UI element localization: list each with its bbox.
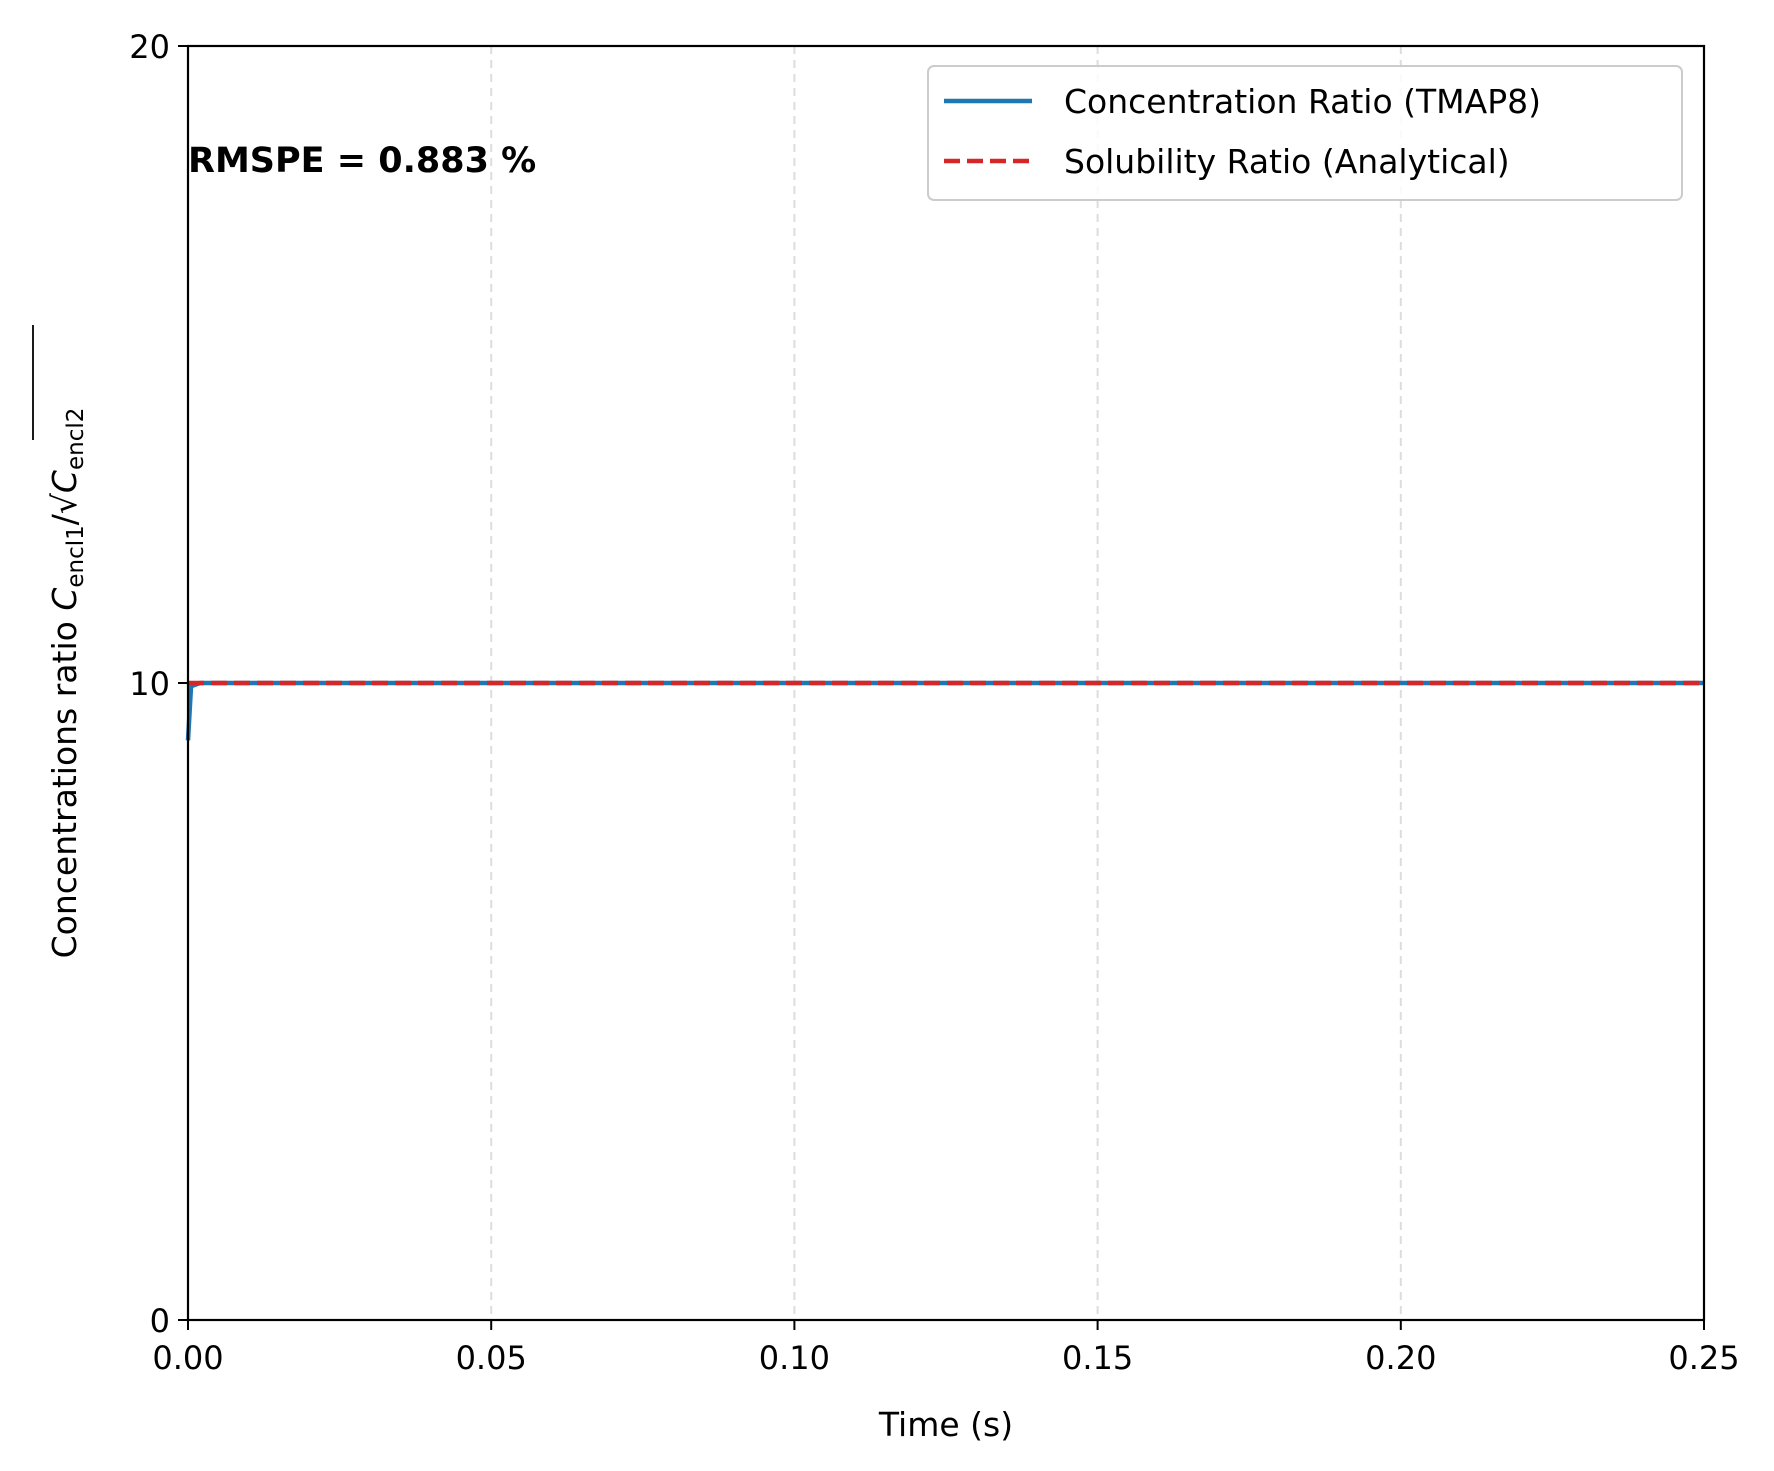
y-axis-label-denominator: C — [45, 470, 84, 493]
legend-box — [927, 65, 1683, 201]
x-tick-label: 0.15 — [1062, 1339, 1133, 1377]
x-tick-label: 0.00 — [152, 1339, 223, 1377]
x-tick-label: 0.10 — [759, 1339, 830, 1377]
legend-label-analytical: Solubility Ratio (Analytical) — [1064, 142, 1510, 181]
series-layer — [185, 680, 1704, 741]
y-axis-label-prefix: Concentrations ratio — [45, 611, 84, 959]
y-axis-label-divider: /√ — [45, 492, 84, 525]
y-axis-label-numerator: C — [45, 588, 84, 611]
y-tick-label: 0 — [150, 1302, 170, 1340]
legend-label-tmap8: Concentration Ratio (TMAP8) — [1064, 82, 1541, 121]
series-line-tmap8 — [185, 680, 1704, 741]
ticks-layer: 0.00 0.05 0.10 0.15 0.20 0.25 0 10 20 — [129, 28, 1739, 1377]
y-axis-label-denominator-sub: encl2 — [63, 408, 89, 470]
legend: Concentration Ratio (TMAP8) Solubility R… — [927, 65, 1683, 201]
x-axis-label: Time (s) — [878, 1405, 1013, 1444]
y-axis-label: Concentrations ratio Cencl1/√Cencl2 — [45, 408, 89, 959]
x-tick-label: 0.05 — [456, 1339, 527, 1377]
rmspe-annotation: RMSPE = 0.883 % — [188, 141, 536, 181]
x-tick-label: 0.25 — [1668, 1339, 1739, 1377]
x-tick-label: 0.20 — [1365, 1339, 1436, 1377]
y-tick-label: 20 — [129, 28, 170, 66]
y-axis-label-numerator-sub: encl1 — [63, 525, 89, 587]
y-tick-label: 10 — [129, 665, 170, 703]
